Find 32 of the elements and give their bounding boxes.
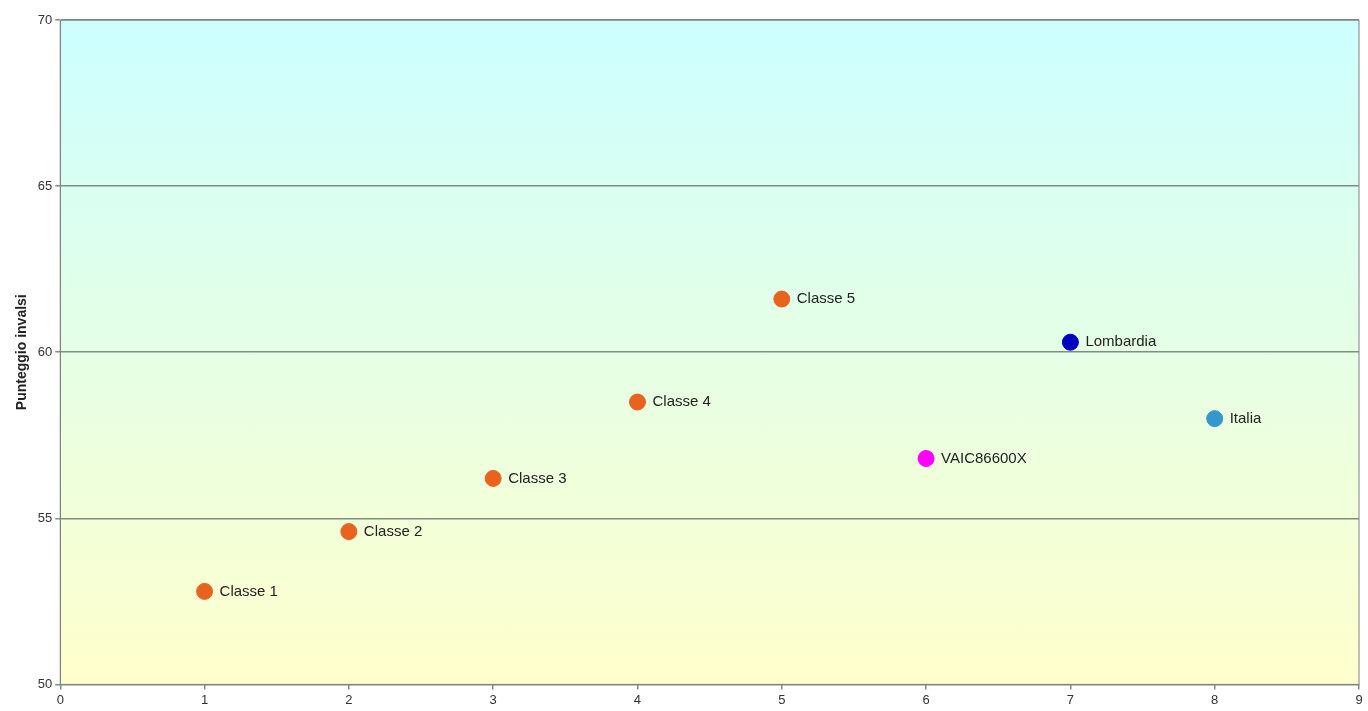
series-label: Classe 4	[652, 392, 711, 410]
series-label: Classe 3	[508, 468, 567, 486]
x-tick-label: 8	[1211, 691, 1219, 707]
x-tick-label: 4	[633, 691, 642, 707]
point	[917, 450, 935, 467]
y-tick-label: 50	[37, 675, 53, 691]
point	[196, 582, 214, 600]
y-tick-label: 55	[37, 509, 53, 525]
point	[1206, 410, 1224, 428]
x-tick-label: 6	[922, 691, 930, 707]
x-tick-label: 5	[778, 691, 786, 707]
y-tick-label: 70	[37, 11, 53, 27]
point	[340, 523, 358, 541]
y-tick-label: 65	[37, 177, 53, 193]
x-tick-label: 2	[345, 691, 353, 707]
x-tick-label: 9	[1355, 691, 1363, 707]
point	[628, 393, 646, 411]
point	[1061, 333, 1079, 351]
series-label: Classe 5	[796, 289, 856, 307]
point	[773, 290, 791, 308]
y-tick-label: 60	[37, 343, 53, 359]
x-tick-label: 3	[489, 691, 497, 707]
series-label: Lombardia	[1085, 332, 1157, 350]
series-label: Classe 1	[219, 581, 278, 599]
x-tick-label: 1	[200, 691, 209, 707]
series-label: VAIC86600X	[941, 448, 1027, 466]
x-tick-label: 0	[56, 691, 64, 707]
series-label: Classe 2	[363, 521, 423, 539]
x-tick-label: 7	[1066, 691, 1075, 707]
y-axis-title: Punteggio invalsi	[13, 294, 30, 411]
point	[484, 469, 502, 487]
series-label: Italia	[1229, 408, 1263, 426]
